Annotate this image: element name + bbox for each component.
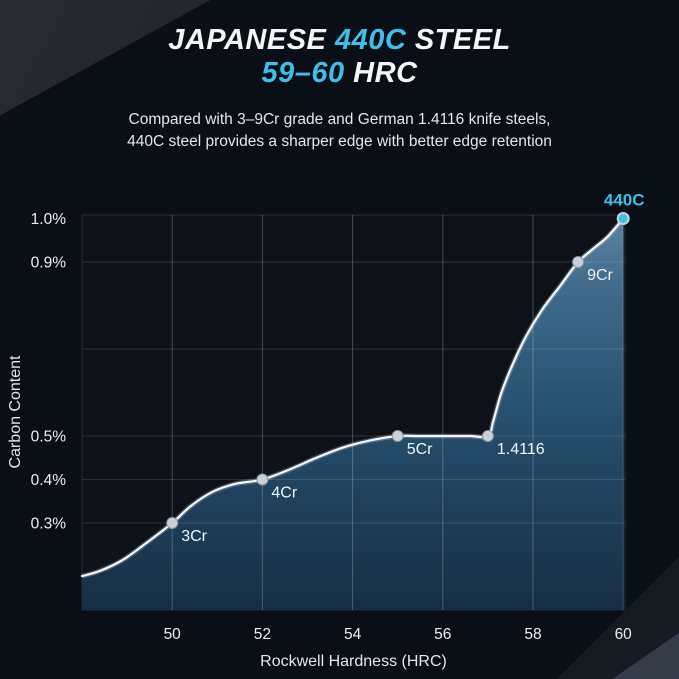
trend-line [80,216,626,579]
x-tick-label-54: 54 [344,626,362,643]
x-axis-title: Rockwell Hardness (HRC) [260,653,447,670]
trend-line-stroke [80,217,625,578]
point-label-9Cr: 9Cr [587,267,613,284]
data-points [166,211,630,529]
y-tick-label-0.5%: 0.5% [31,428,67,445]
title-highlight-440c: 440C [334,24,407,56]
data-point-1.4116 [481,429,494,442]
header: JAPANESE 440C STEEL 59–60 HRC Compared w… [0,0,679,153]
data-point-440C [616,211,630,225]
y-tick-label-0.9%: 0.9% [31,254,67,271]
description-line-2: 440C steel provides a sharper edge with … [127,133,552,150]
data-point-4Cr [256,473,269,486]
title-text-hrc: HRC [344,57,418,89]
point-label-5Cr: 5Cr [407,441,433,458]
x-tick-label-52: 52 [254,626,271,643]
area-series [82,218,624,610]
title-text-japanese: JAPANESE [168,24,335,56]
point-label-3Cr: 3Cr [181,528,207,545]
y-tick-label-0.4%: 0.4% [31,472,67,489]
x-tick-label-50: 50 [164,626,182,643]
description: Compared with 3–9Cr grade and German 1.4… [0,109,679,153]
x-tick-label-58: 58 [524,626,541,643]
point-label-1.4116: 1.4116 [497,441,545,458]
title-hrc-line: 59–60 HRC [0,57,679,90]
y-axis-title: Carbon Content [7,355,24,469]
point-label-440C: 440C [604,190,645,209]
data-point-3Cr [166,516,179,529]
data-point-9Cr [572,255,585,268]
gridlines [82,215,625,610]
x-tick-label-60: 60 [615,626,633,643]
point-label-4Cr: 4Cr [271,484,297,501]
area-fill [82,218,624,610]
y-tick-label-1.0%: 1.0% [31,211,67,228]
axis-titles: Rockwell Hardness (HRC) Carbon Content [7,355,447,670]
x-tick-label-56: 56 [434,626,451,643]
y-tick-label-0.3%: 0.3% [31,515,67,532]
page-title: JAPANESE 440C STEEL [0,24,679,57]
data-point-5Cr [391,429,404,442]
point-labels: 3Cr 4Cr 5Cr 1.4116 9Cr 440C [181,190,644,545]
description-line-1: Compared with 3–9Cr grade and German 1.4… [128,111,551,128]
axis-tick-labels: 50 52 54 56 58 60 1.0% 0.9% 0.5% 0.4% 0.3% [31,211,633,643]
title-text-steel: STEEL [406,24,511,56]
title-highlight-hrc-range: 59–60 [261,57,345,89]
